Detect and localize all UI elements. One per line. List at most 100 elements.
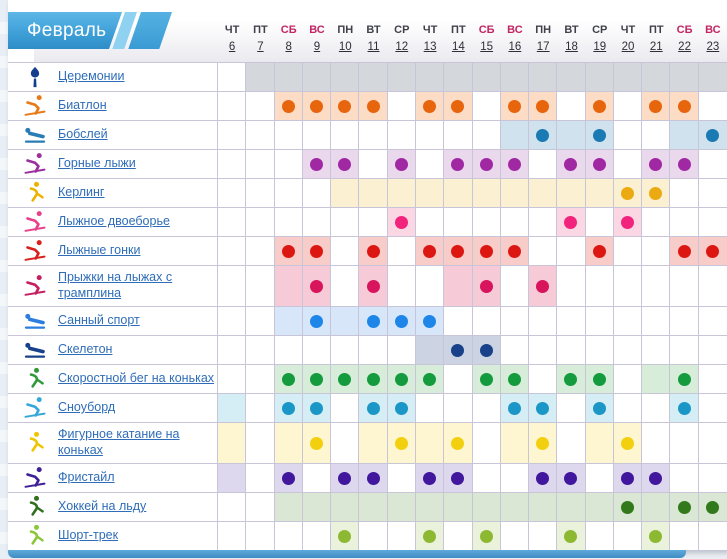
day-number-link[interactable]: 12: [395, 41, 409, 53]
schedule-cell: [472, 423, 501, 463]
schedule-cell: [302, 208, 332, 236]
schedule-cell: [472, 493, 501, 521]
sport-label-cell: Лыжные гонки: [8, 237, 218, 265]
schedule-cell: [359, 92, 388, 120]
schedule-cell: [415, 493, 445, 521]
month-label: Февраль: [27, 20, 107, 41]
schedule-cell: [359, 63, 388, 91]
day-cells: [218, 522, 727, 550]
sport-link[interactable]: Шорт-трек: [58, 528, 119, 543]
sport-link[interactable]: Скелетон: [58, 342, 113, 357]
sport-link[interactable]: Бобслей: [58, 127, 108, 142]
sport-link[interactable]: Сноуборд: [58, 400, 116, 415]
day-cells: [218, 150, 727, 178]
sport-link[interactable]: Хоккей на льду: [58, 499, 147, 514]
schedule-cell: [472, 63, 501, 91]
schedule-cell: [246, 493, 275, 521]
schedule-cell: [387, 179, 416, 207]
schedule-cell: [331, 266, 360, 306]
schedule-cell: [472, 92, 501, 120]
event-dot: [479, 372, 493, 386]
month-ribbon[interactable]: Февраль: [8, 12, 188, 49]
event-dot: [366, 99, 380, 113]
schedule-cell: [698, 92, 727, 120]
day-number-link[interactable]: 9: [313, 41, 321, 53]
schedule-cell: [585, 63, 614, 91]
sport-link[interactable]: Лыжные гонки: [58, 243, 141, 258]
schedule-cell: [698, 307, 727, 335]
event-dot: [281, 99, 295, 113]
day-number-link[interactable]: 13: [423, 41, 437, 53]
schedule-row: Церемонии: [8, 62, 727, 91]
day-number-link[interactable]: 18: [565, 41, 578, 53]
day-cells: [218, 92, 727, 120]
event-dot: [564, 215, 578, 229]
sport-link[interactable]: Церемонии: [58, 69, 125, 84]
schedule-cell: [472, 307, 501, 335]
sport-link[interactable]: Санный спорт: [58, 313, 140, 328]
schedule-cell: [274, 266, 303, 306]
sport-link[interactable]: Фристайл: [58, 470, 115, 485]
event-dot: [479, 343, 493, 357]
schedule-cell: [613, 237, 643, 265]
schedule-cell: [472, 150, 501, 178]
day-number-link[interactable]: 17: [536, 41, 550, 53]
event-dot: [592, 99, 606, 113]
schedule-cell: [246, 179, 275, 207]
sport-link[interactable]: Скоростной бег на коньках: [58, 371, 215, 386]
day-number-link[interactable]: 19: [593, 41, 607, 53]
schedule-cell: [500, 423, 530, 463]
sport-label-cell: Санный спорт: [8, 307, 218, 335]
day-name: СБ: [676, 24, 693, 36]
day-number-link[interactable]: 22: [678, 41, 691, 53]
schedule-cell: [698, 266, 727, 306]
sport-link[interactable]: Горные лыжи: [58, 156, 136, 171]
sport-link[interactable]: Прыжки на лыжах с трамплина: [58, 270, 173, 300]
schedule-cell: [246, 394, 275, 422]
day-number-link[interactable]: 8: [285, 41, 292, 53]
day-column: ПН 10: [331, 23, 359, 62]
schedule-cell: [331, 121, 360, 149]
skier-icon: [20, 209, 50, 235]
day-number-link[interactable]: 14: [451, 41, 465, 53]
event-dot: [394, 436, 408, 450]
schedule-cell: [415, 423, 445, 463]
schedule-row: Шорт-трек: [8, 521, 727, 550]
event-dot: [309, 314, 323, 328]
schedule-cell: [444, 493, 473, 521]
schedule-cell: [331, 237, 360, 265]
day-number-link[interactable]: 7: [257, 41, 264, 53]
day-number-link[interactable]: 23: [706, 41, 720, 53]
day-number-link[interactable]: 15: [480, 41, 494, 53]
sport-label-cell: Скелетон: [8, 336, 218, 364]
sport-label-cell: Церемонии: [8, 63, 218, 91]
event-dot: [592, 401, 606, 415]
event-dot: [706, 128, 720, 142]
sport-label-cell: Фристайл: [8, 464, 218, 492]
day-number-link[interactable]: 11: [367, 41, 380, 53]
schedule-cell: [359, 179, 388, 207]
day-number-link[interactable]: 20: [621, 41, 635, 53]
schedule-cell: [613, 121, 643, 149]
sport-label-cell: Скоростной бег на коньках: [8, 365, 218, 393]
sport-link[interactable]: Биатлон: [58, 98, 107, 113]
day-number-link[interactable]: 6: [228, 41, 236, 53]
day-cells: [218, 365, 727, 393]
sport-link[interactable]: Лыжное двоеборье: [58, 214, 170, 229]
schedule-cell: [359, 208, 388, 236]
skater-icon: [20, 180, 50, 206]
schedule-cell: [274, 336, 303, 364]
schedule-cell: [387, 365, 416, 393]
schedule-cell: [274, 493, 303, 521]
day-number-link[interactable]: 21: [649, 41, 663, 53]
schedule-cell: [472, 266, 501, 306]
day-number-link[interactable]: 16: [508, 41, 522, 53]
schedule-cell: [585, 336, 614, 364]
sport-link[interactable]: Фигурное катание на коньках: [58, 427, 180, 457]
event-dot: [309, 372, 323, 386]
event-dot: [338, 372, 352, 386]
schedule-cell: [444, 307, 473, 335]
sport-link[interactable]: Керлинг: [58, 185, 105, 200]
skier-icon: [20, 395, 50, 421]
day-number-link[interactable]: 10: [338, 41, 352, 53]
